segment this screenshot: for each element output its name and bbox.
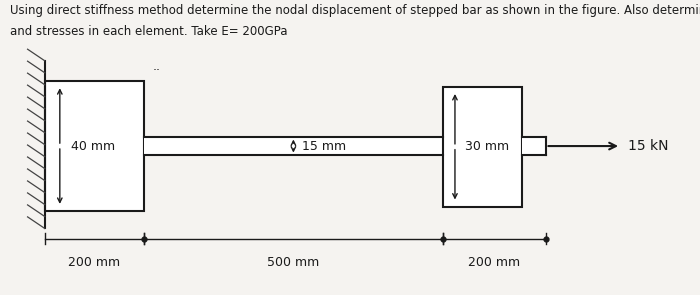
Bar — [442, 87, 522, 207]
Text: Using direct stiffness method determine the nodal displacement of stepped bar as: Using direct stiffness method determine … — [10, 4, 700, 17]
Text: ..: .. — [153, 60, 160, 73]
Bar — [45, 81, 144, 211]
Bar — [144, 137, 442, 155]
Text: 200 mm: 200 mm — [69, 256, 120, 269]
Text: 15 mm: 15 mm — [302, 140, 346, 153]
Bar — [522, 137, 545, 155]
Text: 200 mm: 200 mm — [468, 256, 520, 269]
Text: 30 mm: 30 mm — [465, 140, 509, 153]
Text: and stresses in each element. Take E= 200GPa: and stresses in each element. Take E= 20… — [10, 25, 288, 38]
Text: 40 mm: 40 mm — [71, 140, 115, 153]
Text: 500 mm: 500 mm — [267, 256, 319, 269]
Text: 15 kN: 15 kN — [628, 139, 668, 153]
